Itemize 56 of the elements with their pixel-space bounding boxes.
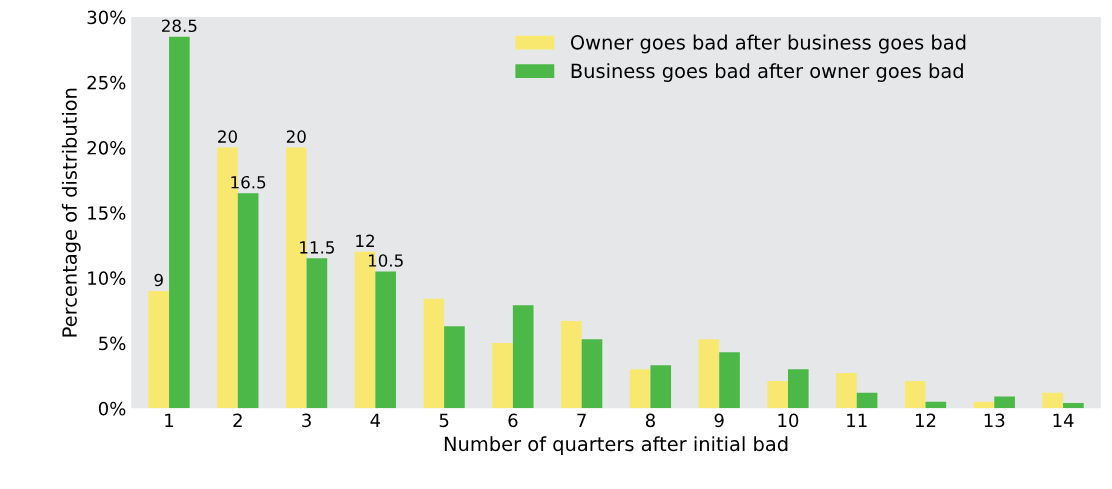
bar [306,258,328,409]
bar [767,380,788,409]
bar [836,373,857,409]
x-axis-title: Number of quarters after initial bad [444,436,788,456]
bar [375,271,396,409]
data-label: 20 [286,130,306,143]
bar [650,365,672,409]
data-label: 9 [154,273,163,287]
bar [148,290,170,409]
y-tick-label: 0% [98,401,126,416]
bar [581,339,603,409]
bar [1063,403,1084,409]
x-tick-label: 12 [916,413,936,427]
bar [994,396,1015,409]
bar [1042,392,1064,409]
x-tick-label: 8 [645,413,655,428]
y-tick-label: 25% [87,75,126,90]
x-tick-label: 4 [370,413,381,427]
data-label: 20 [218,130,237,143]
x-tick-label: 13 [984,413,1005,428]
bar [237,193,259,409]
data-label: 12 [356,234,374,247]
data-label: 10.5 [368,254,403,267]
bar [423,298,445,409]
bar [629,369,651,409]
bar [719,352,740,409]
bar [492,343,513,409]
y-tick-label: 5% [99,336,126,351]
x-tick-label: 3 [302,413,311,428]
y-tick-label: 20% [87,140,126,155]
legend-label: Business goes bad after owner goes bad [571,63,963,82]
bar [904,380,926,409]
y-tick-label: 15% [88,206,126,220]
legend-label: Owner goes bad after business goes bad [570,34,966,54]
bar [444,326,465,409]
x-tick-label: 14 [1053,413,1074,427]
x-tick-label: 1 [165,413,174,427]
bar [787,369,809,409]
y-tick-label: 30% [87,10,126,25]
x-tick-label: 9 [714,413,724,428]
bar [856,392,878,409]
y-tick-label: 10% [88,271,126,286]
x-tick-label: 11 [847,413,867,427]
bar [698,339,720,409]
data-label: 28.5 [162,19,197,33]
bar [169,36,190,409]
x-tick-label: 2 [233,413,242,427]
bar [512,305,534,409]
bar [561,320,582,409]
data-label: 11.5 [300,241,334,254]
x-tick-label: 10 [778,413,799,428]
data-label: 16.5 [231,175,266,189]
x-tick-label: 5 [439,413,449,428]
x-tick-label: 7 [577,413,586,427]
y-axis-title: Percentage of distribution [61,88,81,337]
x-tick-label: 6 [508,413,518,428]
